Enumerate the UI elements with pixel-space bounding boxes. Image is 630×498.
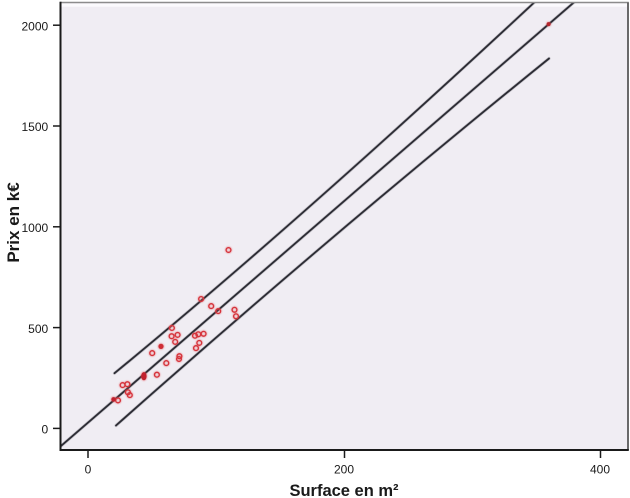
svg-text:Prix en k€: Prix en k€ <box>4 182 23 263</box>
svg-text:0: 0 <box>42 423 49 437</box>
svg-text:400: 400 <box>590 463 610 477</box>
svg-text:500: 500 <box>28 322 48 336</box>
svg-text:2000: 2000 <box>21 19 48 33</box>
svg-text:1000: 1000 <box>21 221 48 235</box>
svg-text:200: 200 <box>334 463 354 477</box>
svg-text:0: 0 <box>85 463 92 477</box>
svg-text:Surface en m²: Surface en m² <box>289 482 399 498</box>
svg-text:1500: 1500 <box>21 120 48 134</box>
